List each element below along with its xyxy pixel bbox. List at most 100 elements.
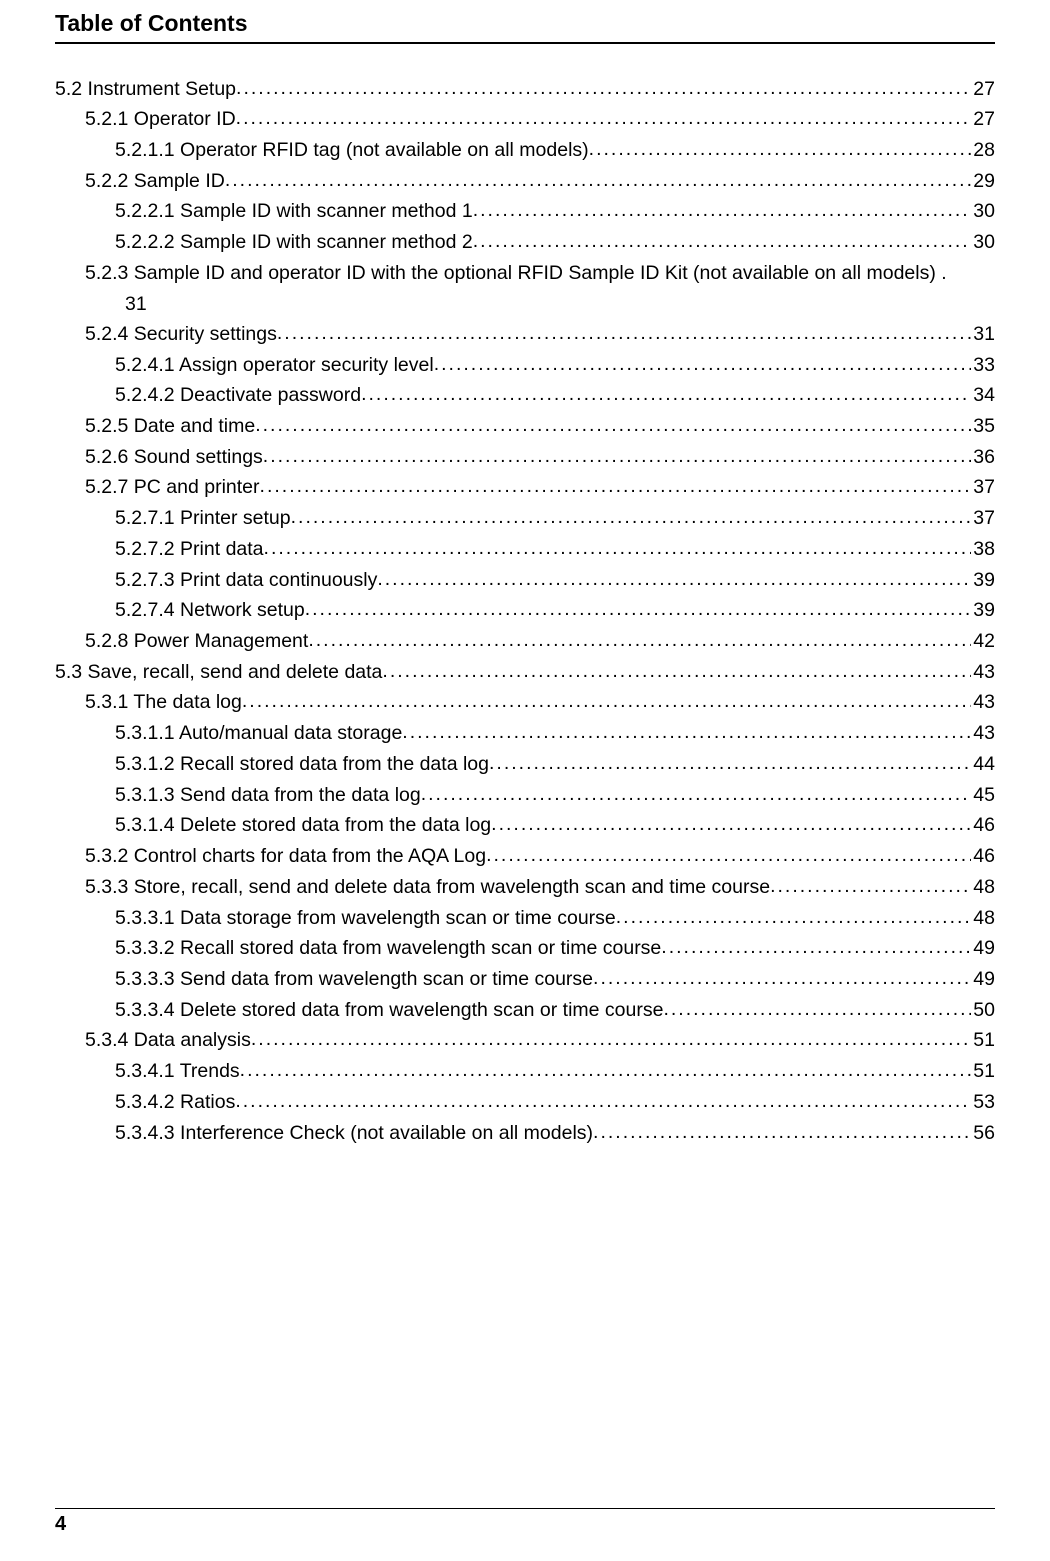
toc-leader <box>593 1117 971 1147</box>
toc-leader <box>589 134 972 164</box>
toc-entry-text: 5.2.6 Sound settings <box>85 442 263 472</box>
toc-entry: 5.2.2.2 Sample ID with scanner method 2 3… <box>55 227 995 257</box>
toc-entry: 5.2.1.1 Operator RFID tag (not available… <box>55 135 995 165</box>
toc-entry-page: 29 <box>971 166 995 196</box>
toc-entry-page: 39 <box>971 565 995 595</box>
toc-entry-text: 5.3.1.1 Auto/manual data storage <box>115 718 402 748</box>
toc-leader <box>377 564 971 594</box>
toc-leader <box>486 840 971 870</box>
toc-entry: 5.3.2 Control charts for data from the A… <box>55 841 995 871</box>
toc-entry-page: 51 <box>971 1025 995 1055</box>
toc-entry-text: 5.3.3.1 Data storage from wavelength sca… <box>115 903 616 933</box>
toc-entry-page: 43 <box>971 718 995 748</box>
toc-leader <box>491 809 971 839</box>
toc-leader <box>236 103 972 133</box>
toc-entry-page: 35 <box>971 411 995 441</box>
toc-leader <box>225 165 971 195</box>
toc-leader <box>236 73 971 103</box>
toc-entry-text: 5.2.7.2 Print data <box>115 534 264 564</box>
toc-entry-page: 36 <box>971 442 995 472</box>
toc-leader <box>616 902 972 932</box>
toc-entry-page: 56 <box>971 1118 995 1148</box>
toc-entry-page: 53 <box>971 1087 995 1117</box>
toc-entry-text: 5.3.2 Control charts for data from the A… <box>85 841 486 871</box>
page: Table of Contents 5.2 Instrument Setup27… <box>0 0 1050 1561</box>
toc-leader <box>291 502 972 532</box>
toc-entry-text: 5.2.2.2 Sample ID with scanner method 2 <box>115 227 473 257</box>
toc-entry: 5.2.1 Operator ID 27 <box>55 104 995 134</box>
toc-entry-page: 46 <box>971 810 995 840</box>
toc-entry-page: 27 <box>971 104 995 134</box>
toc-entry-page: 44 <box>971 749 995 779</box>
toc-entry: 5.3.1.4 Delete stored data from the data… <box>55 810 995 840</box>
toc-entry-page: 33 <box>971 350 995 380</box>
toc-leader <box>661 932 971 962</box>
toc-entry-page: 49 <box>971 964 995 994</box>
toc-entry-page: 38 <box>971 534 995 564</box>
page-number: 4 <box>55 1513 66 1535</box>
toc-entry-text: 5.2.7 PC and printer <box>85 472 260 502</box>
toc-entry-page: 30 <box>971 227 995 257</box>
toc-entry-text: 5.2.1.1 Operator RFID tag (not available… <box>115 135 589 165</box>
toc-entry: 5.3.4.3 Interference Check (not availabl… <box>55 1118 995 1148</box>
toc-entry-text: 5.3.4 Data analysis <box>85 1025 251 1055</box>
toc-leader <box>242 686 971 716</box>
toc-entry: 5.3.4.1 Trends51 <box>55 1056 995 1086</box>
toc-entry-text: 5.2.5 Date and time <box>85 411 255 441</box>
toc-leader <box>263 441 972 471</box>
toc-leader <box>770 871 971 901</box>
toc-entry-page: 28 <box>971 135 995 165</box>
toc-entry-text: 5.2.7.4 Network setup <box>115 595 305 625</box>
toc-entry: 5.2.7.3 Print data continuously39 <box>55 565 995 595</box>
toc-entry: 5.3.1.1 Auto/manual data storage 43 <box>55 718 995 748</box>
toc-leader <box>240 1055 972 1085</box>
toc-entry: 5.2.4 Security settings31 <box>55 319 995 349</box>
toc-entry-text: 5.3 Save, recall, send and delete data <box>55 657 382 687</box>
toc-leader <box>593 963 971 993</box>
toc-entry: 5.3.3 Store, recall, send and delete dat… <box>55 872 995 902</box>
toc-entry-text: 5.2.7.1 Printer setup <box>115 503 291 533</box>
toc-entry-page: 39 <box>971 595 995 625</box>
toc-entry-page: 50 <box>971 995 995 1025</box>
toc-entry-page: 43 <box>971 657 995 687</box>
toc-entry: 5.3.1 The data log43 <box>55 687 995 717</box>
toc-entry: 5.2.7.1 Printer setup37 <box>55 503 995 533</box>
toc-entry: 5.2.4.1 Assign operator security level33 <box>55 350 995 380</box>
toc-entry-page: 45 <box>971 780 995 810</box>
toc-entry: 5.3.4.2 Ratios53 <box>55 1087 995 1117</box>
toc-entry: 5.3.1.3 Send data from the data log45 <box>55 780 995 810</box>
toc-entry-text: 5.3.4.3 Interference Check (not availabl… <box>115 1118 593 1148</box>
toc-entry: 5.2.7 PC and printer 37 <box>55 472 995 502</box>
toc-entry: 5.2.3 Sample ID and operator ID with the… <box>55 258 995 288</box>
toc-leader <box>260 471 972 501</box>
toc-entry-page: 37 <box>971 472 995 502</box>
toc-leader <box>402 717 971 747</box>
toc-leader <box>421 779 972 809</box>
toc-leader <box>473 195 972 225</box>
toc-leader <box>489 748 971 778</box>
toc-entry: 5.2.4.2 Deactivate password 34 <box>55 380 995 410</box>
toc-entry-text: 5.2.4.2 Deactivate password <box>115 380 361 410</box>
toc-leader <box>382 656 971 686</box>
toc-entry: 5.3.1.2 Recall stored data from the data… <box>55 749 995 779</box>
toc-entry-text: 5.3.3 Store, recall, send and delete dat… <box>85 872 770 902</box>
toc-entry-continuation: 31 <box>55 289 995 319</box>
toc-entry-page: 34 <box>971 380 995 410</box>
toc-entry: 5.2.7.2 Print data 38 <box>55 534 995 564</box>
toc-leader <box>473 226 972 256</box>
toc-entry-text: 5.3.1 The data log <box>85 687 242 717</box>
toc-entry-text: 5.2 Instrument Setup <box>55 74 236 104</box>
toc-entry-page: 49 <box>971 933 995 963</box>
toc-entry-text: 5.2.2.1 Sample ID with scanner method 1 <box>115 196 473 226</box>
toc-leader <box>277 318 971 348</box>
toc-entry-text: 5.3.1.2 Recall stored data from the data… <box>115 749 489 779</box>
toc-entry-text: 5.2.2 Sample ID <box>85 166 225 196</box>
toc-leader <box>255 410 971 440</box>
toc-entry-page: 48 <box>971 872 995 902</box>
toc-entry-text: 5.3.3.2 Recall stored data from waveleng… <box>115 933 661 963</box>
toc-entry-page: 27 <box>971 74 995 104</box>
toc-entry-text: 5.2.1 Operator ID <box>85 104 236 134</box>
toc-entry: 5.2.2.1 Sample ID with scanner method 13… <box>55 196 995 226</box>
toc-leader <box>235 1086 971 1116</box>
toc-entry: 5.3 Save, recall, send and delete data 43 <box>55 657 995 687</box>
